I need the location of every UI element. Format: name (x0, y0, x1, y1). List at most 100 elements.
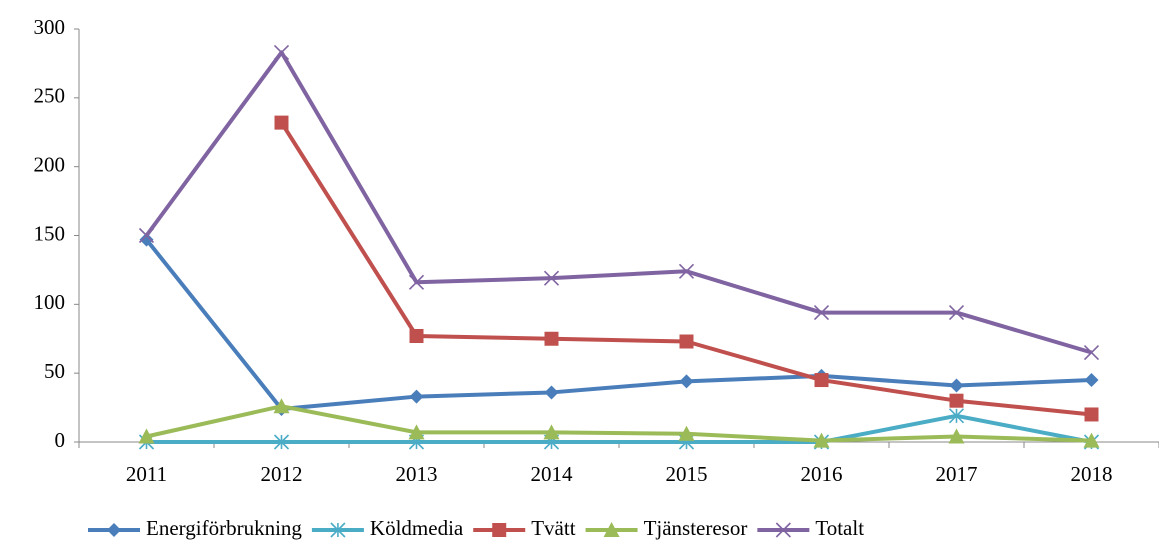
legend-item: Köldmedia (311, 516, 464, 540)
marker (1084, 407, 1099, 422)
square (949, 393, 964, 408)
square (814, 373, 829, 388)
marker (409, 389, 424, 404)
triangle (138, 428, 155, 444)
marker (543, 270, 560, 286)
stroke (678, 263, 695, 279)
marker (814, 373, 829, 388)
diamond (1084, 373, 1099, 388)
y-tick-label: 50 (44, 359, 65, 383)
y-tick-label: 100 (34, 290, 66, 314)
marker (138, 227, 155, 244)
triangle (273, 398, 290, 414)
marker (679, 374, 694, 389)
legend-item: Tvätt (473, 516, 576, 540)
marker (775, 522, 791, 538)
square (1084, 407, 1099, 422)
x-tick-label: 2012 (261, 462, 303, 486)
marker (603, 522, 620, 537)
x-tick-label: 2013 (396, 462, 438, 486)
legend-item: Totalt (757, 516, 864, 540)
marker (949, 378, 964, 393)
triangle (948, 428, 965, 444)
square (274, 115, 289, 130)
marker (139, 232, 154, 247)
stroke (273, 44, 290, 60)
legend-label: Köldmedia (370, 516, 464, 540)
marker (408, 424, 425, 440)
triangle (678, 425, 695, 441)
legend-item: Tjänsteresor (585, 516, 748, 540)
diamond (107, 523, 121, 537)
x-tick-label: 2018 (1071, 462, 1113, 486)
marker (492, 523, 507, 537)
marker (273, 44, 290, 60)
marker (330, 522, 346, 538)
marker (679, 334, 694, 349)
stroke (813, 305, 830, 321)
marker (949, 393, 964, 408)
legend-item: Energiförbrukning (88, 516, 302, 540)
marker (274, 115, 289, 130)
series-line (146, 413, 1092, 444)
marker (1083, 432, 1100, 448)
marker (408, 274, 425, 290)
marker (107, 523, 121, 537)
marker (273, 434, 290, 450)
marker (544, 385, 559, 400)
x-tick-label: 2016 (801, 462, 843, 486)
marker (1084, 373, 1099, 388)
marker (813, 305, 830, 321)
marker (948, 428, 965, 444)
legend-label: Tvätt (531, 516, 575, 540)
series-line (144, 50, 1093, 355)
marker (1083, 344, 1100, 361)
series-line (279, 121, 1092, 417)
square (679, 334, 694, 349)
square (492, 523, 507, 537)
stroke (543, 270, 560, 286)
diamond (949, 378, 964, 393)
legend-label: Tjänsteresor (644, 516, 748, 540)
y-tick-label: 200 (34, 152, 66, 176)
triangle (603, 522, 620, 537)
marker (409, 328, 424, 343)
marker (543, 424, 560, 440)
x-tick-label: 2017 (936, 462, 978, 486)
marker (813, 432, 830, 448)
diamond (409, 389, 424, 404)
stroke (408, 274, 425, 290)
marker (948, 408, 965, 424)
marker (678, 425, 695, 441)
triangle (1083, 432, 1100, 448)
stroke (1083, 344, 1100, 361)
x-tick-label: 2015 (666, 462, 708, 486)
y-tick-label: 0 (55, 428, 66, 452)
marker (678, 263, 695, 279)
stroke (948, 305, 965, 321)
x-tick-label: 2014 (531, 462, 574, 486)
stroke (775, 522, 791, 538)
legend-label: Energiförbrukning (146, 516, 302, 540)
legend-label: Totalt (815, 516, 864, 540)
marker (544, 331, 559, 346)
y-tick-label: 150 (34, 221, 66, 245)
triangle (408, 424, 425, 440)
diamond (679, 374, 694, 389)
series-line (144, 238, 1092, 411)
marker (273, 398, 290, 414)
diamond (139, 232, 154, 247)
marker (948, 305, 965, 321)
diamond (544, 385, 559, 400)
marker (138, 428, 155, 444)
stroke (138, 227, 155, 244)
triangle (543, 424, 560, 440)
square (544, 331, 559, 346)
y-tick-label: 300 (34, 15, 66, 39)
x-tick-label: 2011 (126, 462, 167, 486)
y-tick-label: 250 (34, 84, 66, 108)
series-line (146, 404, 1092, 443)
triangle (813, 432, 830, 448)
square (409, 328, 424, 343)
